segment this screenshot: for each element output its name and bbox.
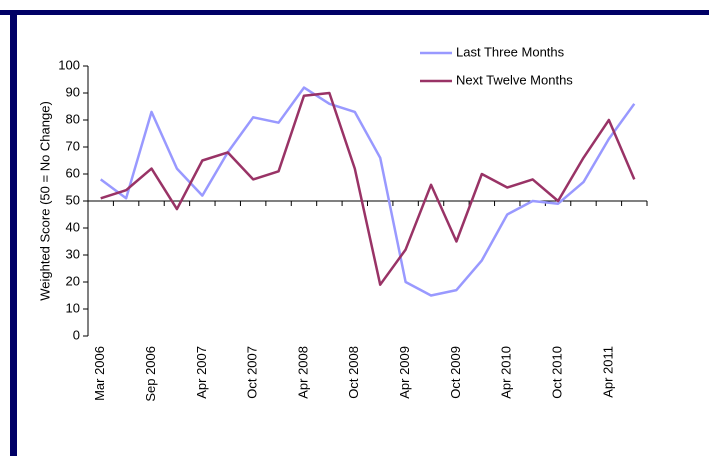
y-tick-label: 90 [66,84,80,99]
legend-label: Last Three Months [456,44,565,59]
series-line [99,86,636,297]
legend-label: Next Twelve Months [456,72,573,87]
y-tick-label: 100 [58,57,80,72]
x-tick-label: Sep 2006 [143,346,158,402]
x-tick-label: Apr 2011 [600,346,615,398]
x-tick-label: Oct 2008 [346,346,361,399]
y-tick-label: 60 [66,165,80,180]
x-tick-label: Oct 2007 [245,346,260,399]
x-tick-label: Apr 2009 [397,346,412,399]
top-border [0,10,709,15]
x-tick-label: Apr 2010 [499,346,514,399]
y-axis-label: Weighted Score (50 = No Change) [37,101,52,301]
x-tick-label: Oct 2010 [550,346,565,399]
x-tick-label: Apr 2007 [194,346,209,399]
x-tick-label: Apr 2008 [295,346,310,399]
y-tick-label: 30 [66,246,80,261]
x-tick-label: Oct 2009 [448,346,463,399]
y-tick-label: 20 [66,273,80,288]
left-border [10,10,17,456]
x-tick-label: Mar 2006 [92,346,107,401]
y-tick-label: 10 [66,300,80,315]
series-line [100,91,636,286]
y-tick-label: 80 [66,111,80,126]
y-tick-label: 50 [66,192,80,207]
y-tick-label: 40 [66,219,80,234]
y-tick-label: 70 [66,138,80,153]
y-tick-label: 0 [73,327,80,342]
